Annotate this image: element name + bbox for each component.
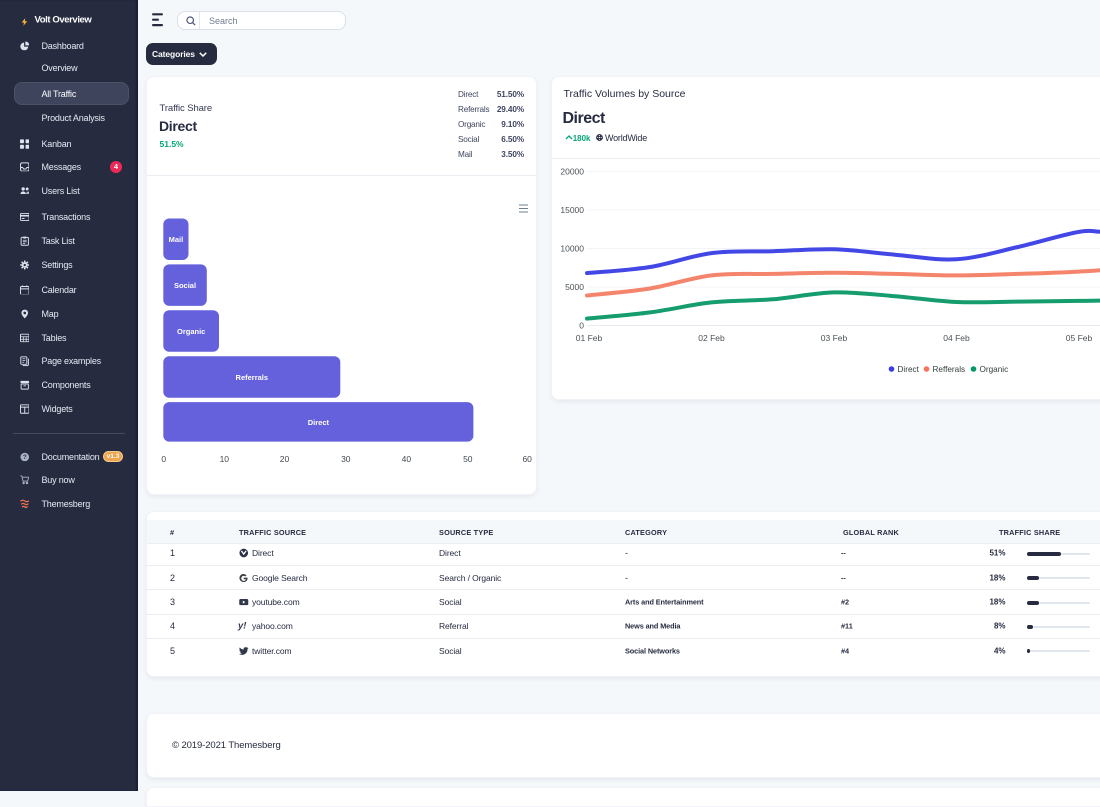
svg-text:20: 20 (280, 454, 290, 464)
svg-text:15000: 15000 (560, 205, 584, 215)
svg-text:05 Feb: 05 Feb (1066, 333, 1093, 343)
svg-text:Referrals: Referrals (236, 373, 269, 382)
svg-text:Organic: Organic (980, 365, 1009, 374)
svg-text:50: 50 (463, 454, 473, 464)
svg-text:04 Feb: 04 Feb (943, 333, 970, 343)
svg-text:30: 30 (341, 454, 351, 464)
svg-text:Direct: Direct (898, 365, 920, 374)
svg-text:Organic: Organic (177, 327, 205, 336)
svg-text:01 Feb: 01 Feb (576, 333, 603, 343)
svg-text:5000: 5000 (565, 282, 584, 292)
svg-text:Social: Social (174, 281, 196, 290)
svg-text:?: ? (22, 454, 26, 461)
svg-text:0: 0 (161, 454, 166, 464)
svg-text:Direct: Direct (308, 418, 330, 427)
svg-text:03 Feb: 03 Feb (821, 333, 848, 343)
svg-text:0: 0 (579, 321, 584, 331)
svg-text:40: 40 (402, 454, 412, 464)
svg-text:10: 10 (220, 454, 230, 464)
svg-text:Refferals: Refferals (933, 365, 966, 374)
svg-text:02 Feb: 02 Feb (698, 333, 725, 343)
svg-text:20000: 20000 (560, 167, 584, 177)
svg-text:Mail: Mail (169, 235, 184, 244)
svg-text:60: 60 (522, 454, 532, 464)
svg-text:10000: 10000 (560, 244, 584, 254)
